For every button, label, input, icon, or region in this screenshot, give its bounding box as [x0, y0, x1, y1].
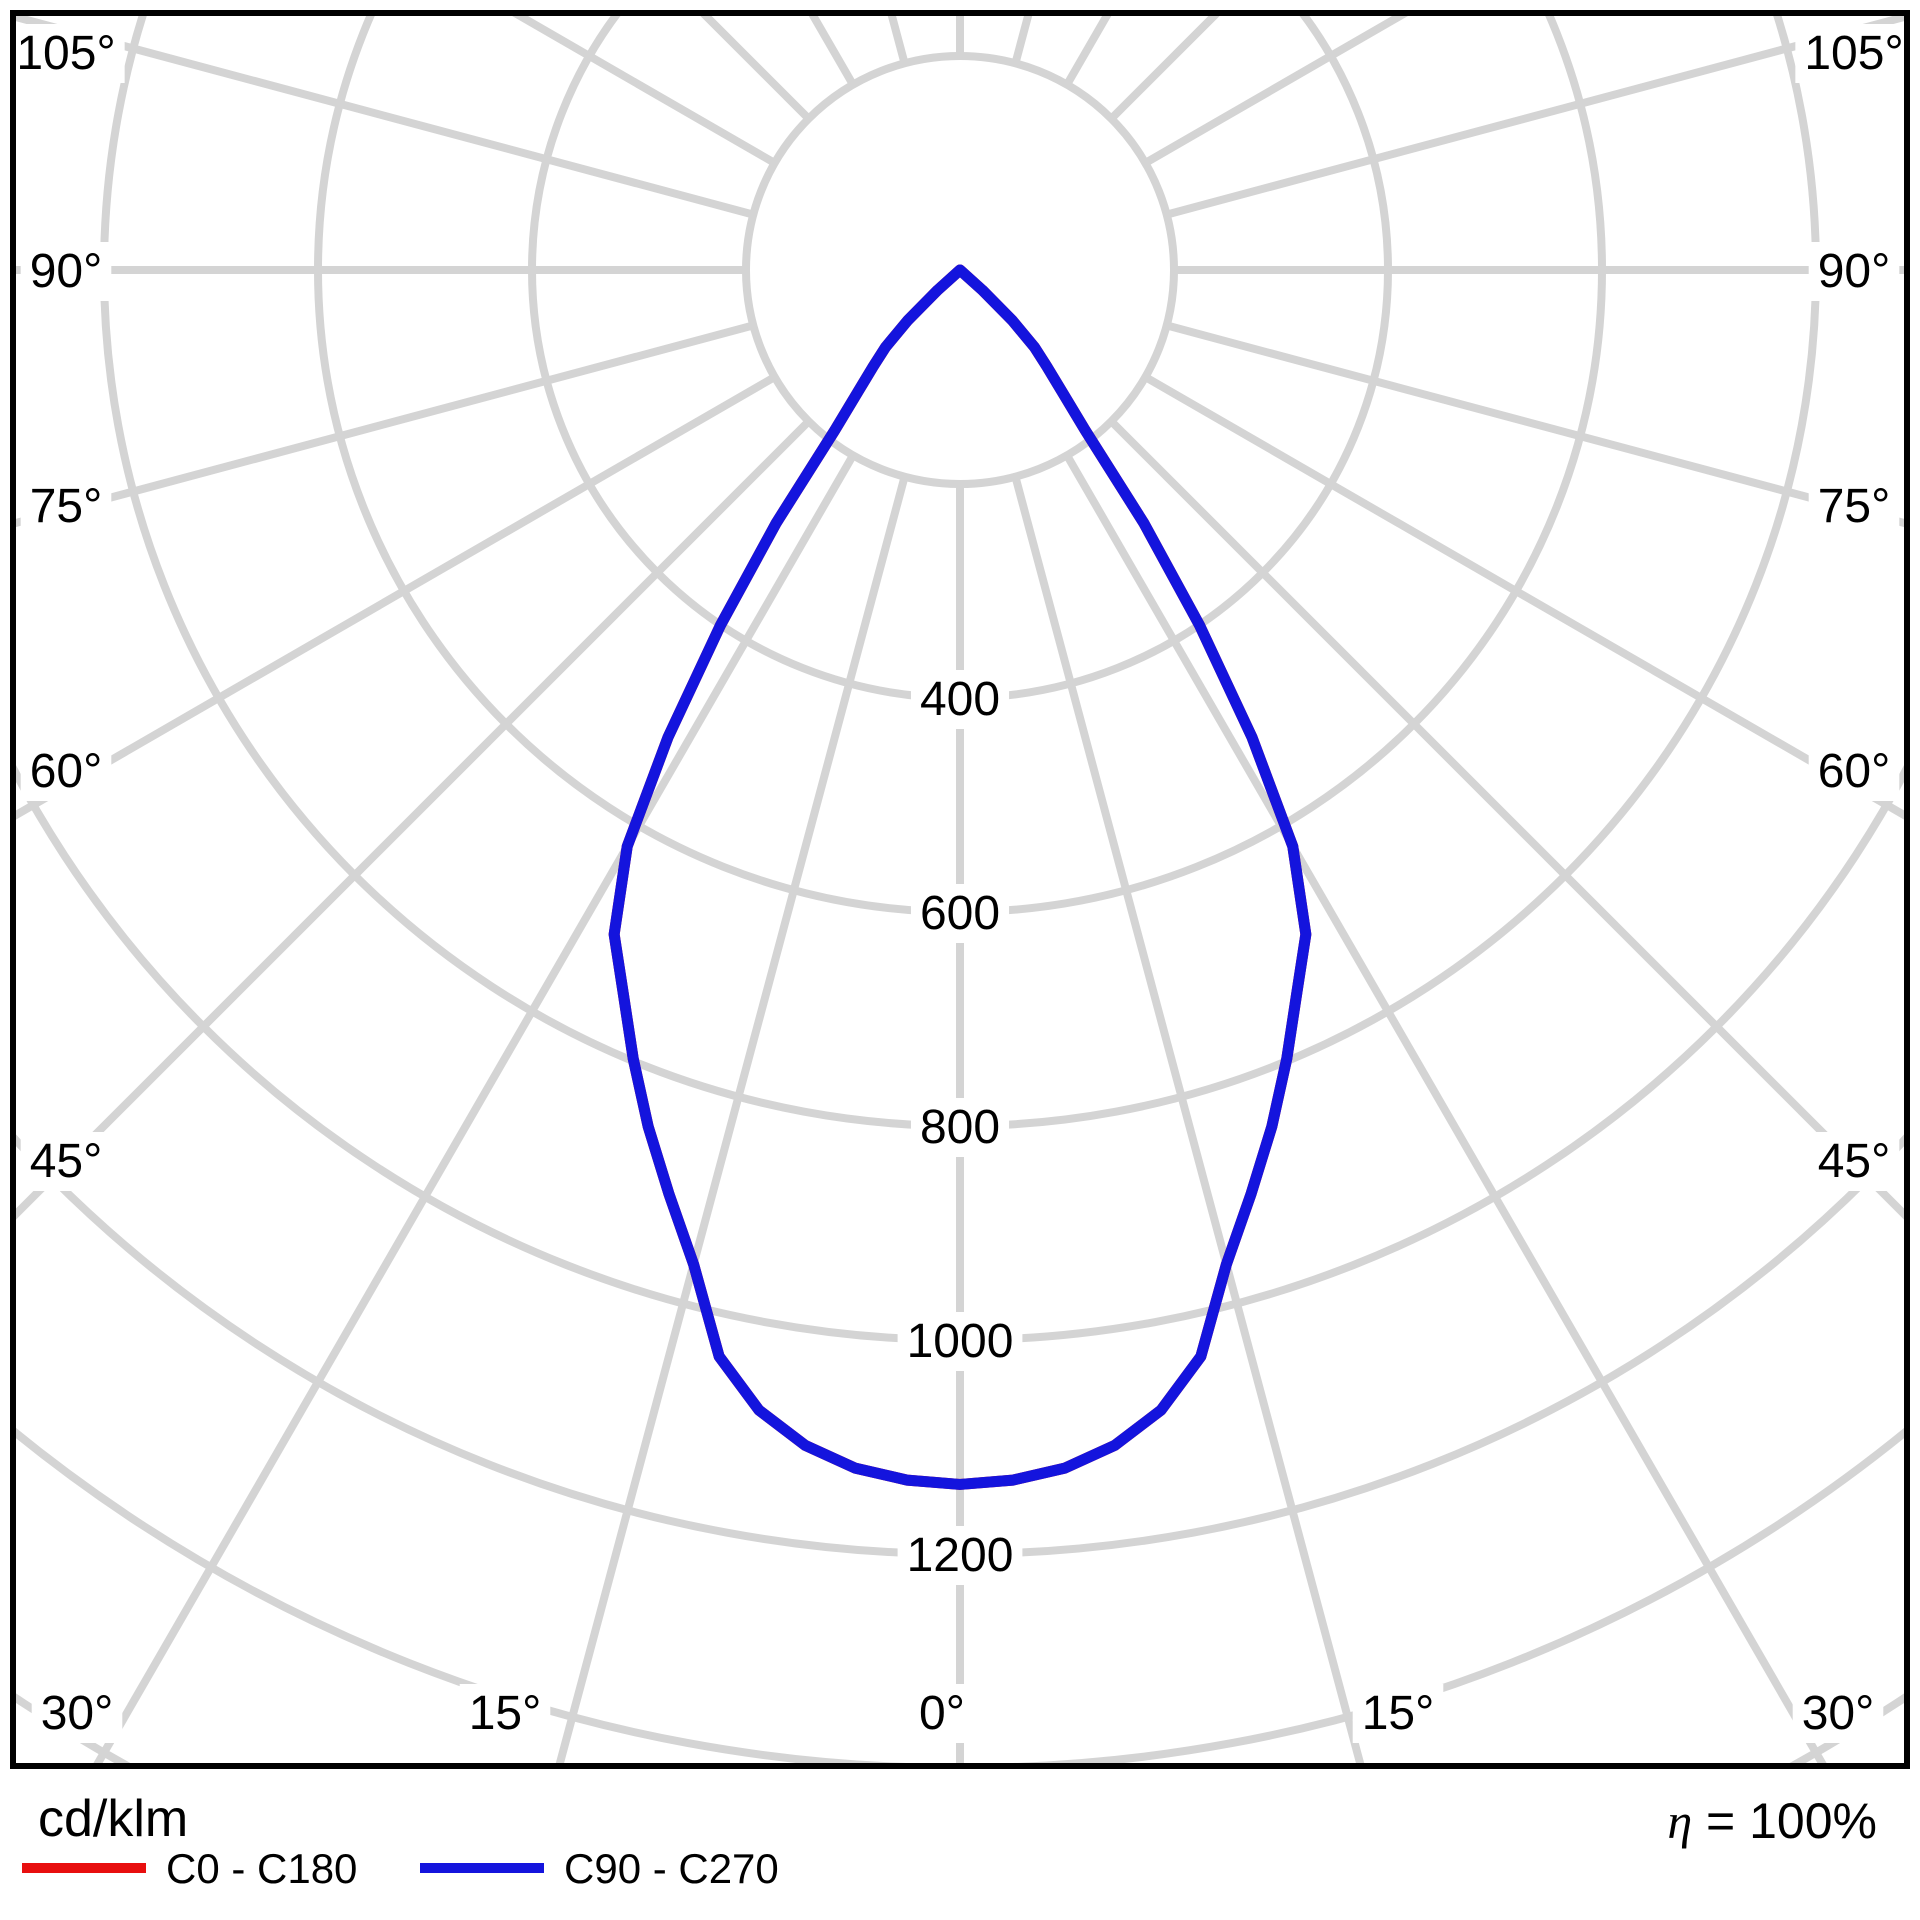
angle-label-bottom-4-30°: 30°: [1802, 1687, 1875, 1740]
angle-label-left-75°-backdrop: [20, 477, 112, 536]
angle-label-right-90°-backdrop: [1808, 242, 1900, 301]
angle-label-left-105°: 105°: [16, 27, 115, 80]
axis-labels: 105° 90° 75° 60° 45° 105° 90° 75° 60° 45° 30° 15° 0°…: [7, 24, 1913, 1743]
angle-label-bottom-4-30°-backdrop: [1792, 1684, 1884, 1743]
ring-label-400: 400: [920, 673, 1000, 726]
angle-label-left-90°: 90°: [30, 245, 103, 298]
legend-label-c0-c180: C0 - C180: [166, 1845, 357, 1892]
angle-label-left-60°-backdrop: [20, 742, 112, 801]
curve-C90-C270: [608, 264, 1312, 1490]
legend: C0 - C180 C90 - C270: [22, 1845, 779, 1892]
grid-spoke-330deg: [91, 453, 857, 1766]
angle-label-left-90°-backdrop: [20, 242, 112, 301]
grid-spoke-75deg: [1165, 321, 1907, 528]
efficiency-label: η = 100%: [1667, 1793, 1877, 1849]
ring-label-600-backdrop: [910, 884, 1010, 943]
grid-spoke-345deg: [555, 475, 909, 1766]
intensity-curves: [608, 264, 1312, 1490]
angle-label-bottom-0-30°: 30°: [41, 1687, 114, 1740]
ring-label-800-backdrop: [910, 1098, 1010, 1157]
angle-label-right-45°: 45°: [1818, 1135, 1891, 1188]
angle-label-right-45°-backdrop: [1808, 1132, 1900, 1191]
legend-swatch-c0-c180: [22, 1863, 146, 1873]
units-label: cd/klm: [38, 1790, 188, 1848]
grid-spoke-105deg: [1165, 13, 1907, 219]
angle-label-right-105°-backdrop: [1795, 24, 1913, 83]
ring-label-1200: 1200: [907, 1529, 1014, 1582]
angle-label-bottom-1-15°-backdrop: [459, 1684, 551, 1743]
ring-label-800: 800: [920, 1101, 1000, 1154]
angle-label-bottom-3-15°: 15°: [1362, 1687, 1435, 1740]
grid-spoke-255deg: [13, 13, 755, 219]
angle-label-left-105°-backdrop: [7, 24, 125, 83]
ring-label-600: 600: [920, 887, 1000, 940]
grid-spoke-45deg: [1108, 418, 1907, 1223]
legend-label-c90-c270: C90 - C270: [564, 1845, 779, 1892]
ring-label-1000: 1000: [907, 1315, 1014, 1368]
angle-label-left-60°: 60°: [30, 745, 103, 798]
grid-spoke-300deg: [13, 373, 777, 822]
angle-label-right-60°: 60°: [1818, 745, 1891, 798]
grid-spoke-30deg: [1063, 453, 1829, 1766]
angle-label-right-105°: 105°: [1804, 27, 1903, 80]
plot-border: [10, 10, 1910, 1769]
legend-swatch-c90-c270: [420, 1863, 544, 1873]
eta-symbol: η: [1667, 1793, 1692, 1849]
angle-label-right-75°: 75°: [1818, 480, 1891, 533]
grid-spoke-60deg: [1143, 373, 1907, 822]
angle-label-left-45°: 45°: [30, 1135, 103, 1188]
angle-label-bottom-3-15°-backdrop: [1352, 1684, 1444, 1743]
ring-label-1200-backdrop: [897, 1526, 1023, 1585]
angle-label-right-90°: 90°: [1818, 245, 1891, 298]
angle-label-bottom-0-30°-backdrop: [31, 1684, 123, 1743]
grid-spoke-15deg: [1011, 475, 1365, 1766]
angle-label-bottom-1-15°: 15°: [469, 1687, 542, 1740]
angle-label-right-75°-backdrop: [1808, 477, 1900, 536]
angle-label-bottom-2-0°: 0°: [919, 1687, 965, 1740]
angle-label-right-60°-backdrop: [1808, 742, 1900, 801]
grid-spoke-315deg: [13, 418, 812, 1223]
ring-label-1000-backdrop: [897, 1312, 1023, 1371]
angle-label-bottom-2-0°-backdrop: [910, 1684, 974, 1743]
grid-spoke-285deg: [13, 321, 755, 528]
angle-label-left-75°: 75°: [30, 480, 103, 533]
ring-label-400-backdrop: [910, 670, 1010, 729]
efficiency-value: = 100%: [1692, 1793, 1877, 1849]
angle-label-left-45°-backdrop: [20, 1132, 112, 1191]
